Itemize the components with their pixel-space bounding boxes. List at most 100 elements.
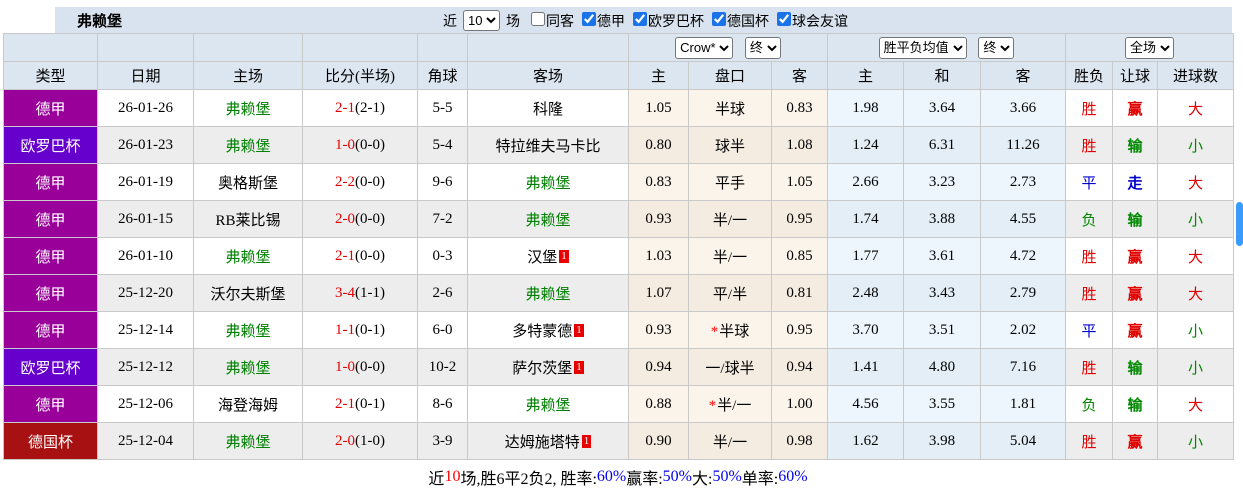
type-badge-cell: 德甲 <box>3 385 98 423</box>
away-team-cell: 达姆施塔特 1 <box>467 422 629 460</box>
scope-select[interactable]: 全场 <box>1125 36 1174 59</box>
date-cell: 25-12-04 <box>97 422 194 460</box>
type-badge-cell: 欧罗巴杯 <box>3 126 98 164</box>
goals-cell: 小 <box>1156 422 1235 460</box>
date-cell: 26-01-26 <box>97 89 194 127</box>
home-odds-cell: 1.05 <box>628 89 689 127</box>
filter-checkbox[interactable] <box>582 11 596 26</box>
away-odds-cell: 1.08 <box>771 126 828 164</box>
date-cell: 25-12-20 <box>97 274 194 312</box>
handicap-value: 半球 <box>719 323 750 340</box>
table-row: 德甲 25-12-06 海登海姆 2-1(0-1) 8-6 弗赖堡 0.88 *半/一 1.00… <box>3 385 1235 423</box>
col-header-handicap: 盘口 <box>688 61 772 90</box>
goals-cell: 大 <box>1156 237 1235 275</box>
away-team-name: 达姆施塔特 <box>504 434 580 451</box>
result-cell: 胜 <box>1065 89 1113 127</box>
league-checkbox-group: 同客 德甲 欧罗巴杯 德国杯 球会友谊 <box>523 11 848 31</box>
fulltime-score: 3-4 <box>335 284 355 301</box>
avg-draw-cell: 6.31 <box>903 126 981 164</box>
odds-time-select[interactable]: 终 <box>744 36 781 59</box>
table-row: 德甲 26-01-15 RB莱比锡 2-0(0-0) 7-2 弗赖堡 0.93 半/一 0.95… <box>3 200 1235 238</box>
handicap-cell: *半/一 <box>688 385 772 423</box>
away-odds-cell: 0.85 <box>771 237 828 275</box>
type-badge-cell: 德甲 <box>3 237 98 275</box>
filter-checkbox[interactable] <box>633 11 647 26</box>
handicap-cell: 球半 <box>688 126 772 164</box>
summary-segment: 60% <box>778 467 808 485</box>
date-cell: 25-12-06 <box>97 385 194 423</box>
type-badge-cell: 德国杯 <box>3 422 98 460</box>
away-odds-cell: 0.94 <box>771 348 828 386</box>
summary-segment: 场,胜6平2负2, 胜率: <box>460 470 597 488</box>
recent-count-select[interactable]: 10 <box>463 10 500 31</box>
score-cell: 2-0(1-0) <box>302 422 418 460</box>
avg-away-cell: 4.55 <box>980 200 1066 238</box>
red-card-badge: 1 <box>574 360 584 374</box>
score-cell: 1-0(0-0) <box>302 348 418 386</box>
handicap-result-cell: 赢 <box>1112 274 1158 312</box>
avg-away-cell: 5.04 <box>980 422 1066 460</box>
handicap-dropdowns: Crow* 终 <box>628 33 828 62</box>
red-card-badge: 1 <box>559 249 569 263</box>
table-row: 德甲 26-01-19 奥格斯堡 2-2(0-0) 9-6 弗赖堡 0.83 平手 1.05 2.… <box>3 163 1235 201</box>
type-badge-cell: 德甲 <box>3 163 98 201</box>
col-header-away: 客场 <box>467 61 629 90</box>
away-odds-cell: 0.95 <box>771 200 828 238</box>
handicap-cell: *半球 <box>688 311 772 349</box>
avg-home-cell: 1.98 <box>827 89 904 127</box>
col-header-avg-draw: 和 <box>903 61 981 90</box>
col-header-corners: 角球 <box>417 61 468 90</box>
result-cell: 胜 <box>1065 237 1113 275</box>
home-odds-cell: 0.94 <box>628 348 689 386</box>
col-header-date: 日期 <box>97 61 194 90</box>
avg-away-cell: 3.66 <box>980 89 1066 127</box>
handicap-cell: 半球 <box>688 89 772 127</box>
handicap-cell: 一/球半 <box>688 348 772 386</box>
handicap-star: * <box>708 397 717 414</box>
col-header-avg-home: 主 <box>827 61 904 90</box>
near-label: 近 <box>443 12 457 29</box>
handicap-value: 半/一 <box>717 397 752 414</box>
title-bar: 弗赖堡 近 10 场 同客 德甲 欧罗巴杯 德国杯 球会友谊 <box>55 7 1232 34</box>
avg-away-cell: 2.79 <box>980 274 1066 312</box>
avg-away-cell: 4.72 <box>980 237 1066 275</box>
avg-draw-cell: 3.64 <box>903 89 981 127</box>
goals-cell: 小 <box>1156 200 1235 238</box>
fulltime-score: 2-1 <box>335 247 355 264</box>
handicap-result-cell: 赢 <box>1112 311 1158 349</box>
filter-controls: 近 10 场 同客 德甲 欧罗巴杯 德国杯 球会友谊 <box>443 7 848 34</box>
odds-company-select[interactable]: Crow* <box>675 36 734 59</box>
away-odds-cell: 1.05 <box>771 163 828 201</box>
score-cell: 2-2(0-0) <box>302 163 418 201</box>
avg-away-cell: 1.81 <box>980 385 1066 423</box>
handicap-result-cell: 赢 <box>1112 237 1158 275</box>
avg-away-cell: 2.73 <box>980 163 1066 201</box>
column-header-row: 类型 日期 主场 比分(半场) 角球 客场 主 盘口 客 主 和 客 胜负 让球… <box>3 61 1235 90</box>
date-cell: 26-01-15 <box>97 200 194 238</box>
fulltime-score: 2-2 <box>335 173 355 190</box>
handicap-result-cell: 赢 <box>1112 422 1158 460</box>
handicap-cell: 半/一 <box>688 237 772 275</box>
home-team-cell: 奥格斯堡 <box>193 163 303 201</box>
scrollbar-thumb[interactable] <box>1236 202 1243 246</box>
score-cell: 3-4(1-1) <box>302 274 418 312</box>
filter-checkbox[interactable] <box>777 11 791 26</box>
avg-home-cell: 1.41 <box>827 348 904 386</box>
fulltime-score: 1-0 <box>335 136 355 153</box>
date-cell: 26-01-19 <box>97 163 194 201</box>
filter-checkbox[interactable] <box>712 11 726 26</box>
home-team-cell: 弗赖堡 <box>193 237 303 275</box>
type-badge-cell: 德甲 <box>3 200 98 238</box>
away-team-cell: 多特蒙德 1 <box>467 311 629 349</box>
filter-checkbox[interactable] <box>531 11 545 26</box>
home-odds-cell: 0.93 <box>628 311 689 349</box>
type-badge-cell: 德甲 <box>3 89 98 127</box>
home-team-cell: RB莱比锡 <box>193 200 303 238</box>
dropdown-header-row: Crow* 终 胜平负均值 终 全场 <box>3 33 1235 62</box>
avg-type-select[interactable]: 胜平负均值 <box>878 36 967 59</box>
corners-cell: 0-3 <box>417 237 468 275</box>
avg-time-select[interactable]: 终 <box>978 36 1015 59</box>
fulltime-score: 2-1 <box>335 99 355 116</box>
halftime-score: (2-1) <box>355 99 385 116</box>
summary-segment: 50% <box>712 467 742 485</box>
